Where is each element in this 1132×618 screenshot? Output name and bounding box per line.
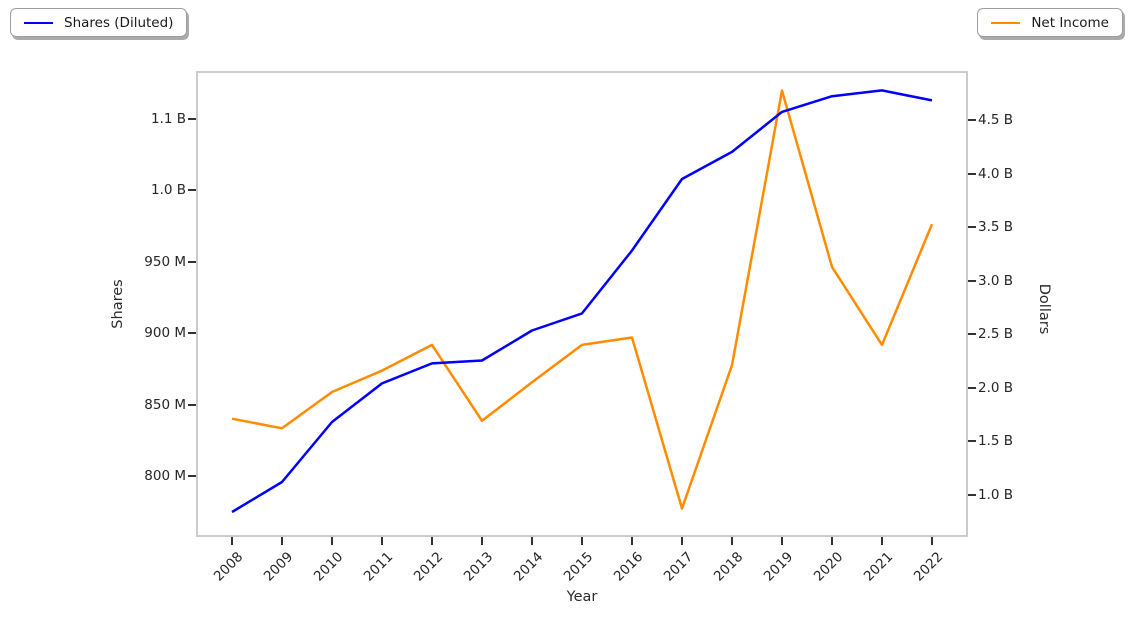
x-tick-label: 2008	[210, 549, 247, 585]
x-tick-mark	[281, 537, 283, 545]
x-tick-mark	[431, 537, 433, 545]
y-tick-mark-left	[188, 475, 196, 478]
x-tick-label: 2021	[860, 549, 897, 585]
shares-line	[231, 89, 933, 514]
legend-net-income-label: Net Income	[1031, 14, 1109, 31]
y-tick-mark-right	[968, 279, 976, 282]
y-tick-label-right: 2.5 B	[978, 326, 1014, 343]
shares-line-swatch-icon	[24, 21, 53, 24]
x-tick-mark	[831, 537, 833, 545]
net-income-line-swatch-icon	[991, 21, 1021, 24]
y-tick-mark-left	[188, 332, 196, 335]
y-tick-label-right: 1.5 B	[978, 433, 1014, 450]
x-tick-mark	[681, 537, 683, 545]
x-tick-mark	[881, 537, 883, 545]
y-tick-label-left: 850 M	[144, 396, 186, 413]
x-tick-mark	[231, 537, 233, 545]
x-tick-label: 2017	[660, 549, 697, 585]
x-tick-mark	[581, 537, 583, 545]
x-tick-mark	[731, 537, 733, 545]
x-tick-label: 2016	[610, 549, 647, 585]
x-tick-label: 2018	[710, 549, 747, 585]
y-tick-label-left: 900 M	[144, 325, 186, 342]
legend-shares-label: Shares (Diluted)	[64, 14, 174, 31]
y-tick-label-left: 800 M	[144, 468, 186, 485]
legend-shares: Shares (Diluted)	[10, 8, 188, 37]
y-tick-label-right: 2.0 B	[978, 379, 1014, 396]
x-axis-title: Year	[566, 589, 598, 605]
x-tick-label: 2020	[810, 549, 847, 585]
x-tick-label: 2015	[560, 549, 597, 585]
y-tick-mark-left	[188, 260, 196, 263]
x-tick-label: 2011	[360, 549, 397, 585]
x-tick-label: 2022	[910, 549, 947, 585]
y-tick-mark-right	[968, 172, 976, 175]
x-tick-mark	[631, 537, 633, 545]
y-tick-mark-right	[968, 119, 976, 122]
y-tick-label-left: 1.0 B	[150, 182, 186, 199]
x-tick-label: 2013	[460, 549, 497, 585]
x-tick-mark	[381, 537, 383, 545]
y-tick-label-right: 3.0 B	[978, 272, 1014, 289]
plot-canvas	[231, 89, 934, 514]
y-tick-label-left: 1.1 B	[150, 111, 186, 127]
y-tick-label-right: 3.5 B	[978, 219, 1014, 236]
y-tick-mark-left	[188, 403, 196, 406]
plot-area	[196, 71, 968, 537]
x-tick-label: 2019	[760, 549, 797, 585]
x-tick-mark	[781, 537, 783, 545]
y-tick-mark-right	[968, 440, 976, 443]
right-axis-title: Dollars	[1036, 283, 1052, 335]
y-tick-mark-right	[968, 493, 976, 496]
y-tick-label-left: 950 M	[144, 253, 186, 270]
y-tick-mark-right	[968, 226, 976, 229]
x-tick-mark	[531, 537, 533, 545]
net-income-line	[231, 89, 934, 510]
y-tick-mark-right	[968, 386, 976, 389]
x-tick-label: 2012	[410, 549, 447, 585]
y-tick-mark-left	[188, 118, 196, 120]
x-tick-label: 2010	[310, 549, 347, 585]
legend-net-income: Net Income	[977, 8, 1123, 37]
y-tick-label-right: 4.5 B	[978, 112, 1014, 129]
y-tick-label-right: 1.0 B	[978, 486, 1014, 503]
x-tick-label: 2009	[260, 549, 297, 585]
y-tick-mark-right	[968, 333, 976, 336]
x-tick-label: 2014	[510, 549, 547, 585]
x-tick-mark	[931, 537, 933, 545]
x-tick-mark	[481, 537, 483, 545]
y-tick-mark-left	[188, 189, 196, 192]
left-axis-title: Shares	[110, 279, 126, 329]
x-tick-mark	[331, 537, 333, 545]
y-tick-label-right: 4.0 B	[978, 165, 1014, 182]
